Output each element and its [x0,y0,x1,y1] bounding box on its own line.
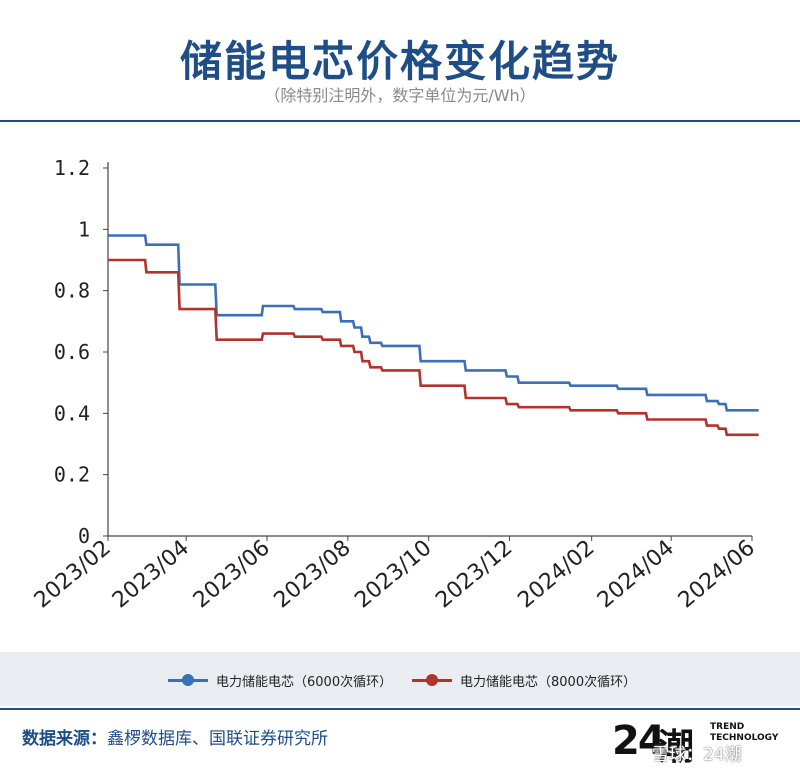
logo-en-line2: TECHNOLOGY [710,733,779,743]
legend: 电力储能电芯（6000次循环） 电力储能电芯（8000次循环） [0,652,800,706]
legend-label-8000: 电力储能电芯（8000次循环） [460,674,637,690]
logo-number: 24 [612,718,666,764]
logo-cn: 潮 [658,727,695,768]
page-subtitle: （除特别注明外，数字单位为元/Wh） [264,86,536,105]
y-tick-label: 0.4 [54,401,90,425]
y-tick-label: 0.2 [54,463,90,487]
brand-logo: 24 潮 TREND TECHNOLOGY [612,716,792,772]
x-tick-label: 2023/12 [431,535,517,613]
x-tick-label: 2023/06 [189,535,275,613]
chart-axes [107,162,752,537]
x-axis-ticks: 2023/022023/042023/062023/082023/102023/… [30,535,760,613]
header: 储能电芯价格变化趋势 （除特别注明外，数字单位为元/Wh） [0,0,800,120]
y-tick-label: 0 [78,524,90,548]
footer-divider [0,708,800,710]
y-tick-label: 1 [78,217,90,241]
data-source-value: 鑫椤数据库、国联证券研究所 [107,729,328,749]
legend-label-6000: 电力储能电芯（6000次循环） [216,674,393,690]
header-divider [0,120,800,122]
y-axis-ticks: 0 0.2 0.4 0.6 0.8 1 1.2 [54,156,108,548]
x-tick-label: 2023/08 [270,535,356,613]
page-title: 储能电芯价格变化趋势 [179,37,620,86]
data-source-label: 数据来源： [22,729,107,749]
legend-item-8000[interactable]: 电力储能电芯（8000次循环） [412,670,636,690]
x-tick-label: 2023/10 [350,535,436,613]
y-tick-label: 0.8 [54,279,90,303]
x-tick-label: 2024/06 [674,535,760,613]
price-line-chart: 00.20.40.60.811.2 2023/022023/042023/062… [30,156,760,613]
x-tick-label: 2024/02 [513,535,599,613]
logo-en-line1: TREND [710,722,745,732]
legend-swatch-8000 [412,670,452,690]
data-source: 数据来源：鑫椤数据库、国联证券研究所 [22,724,328,749]
series-line-1 [108,258,759,437]
y-tick-label: 1.2 [54,156,90,180]
legend-swatch-6000 [168,670,208,690]
chart-series [108,234,759,437]
x-tick-label: 2023/04 [108,535,194,613]
x-tick-label: 2024/04 [593,535,679,613]
y-tick-label: 0.6 [54,340,90,364]
legend-item-6000[interactable]: 电力储能电芯（6000次循环） [168,670,392,690]
x-tick-label: 2023/02 [30,535,116,613]
logo-en: TREND TECHNOLOGY [710,722,778,744]
watermark: 雪球：24潮 [652,745,742,765]
series-line-0 [108,234,759,412]
